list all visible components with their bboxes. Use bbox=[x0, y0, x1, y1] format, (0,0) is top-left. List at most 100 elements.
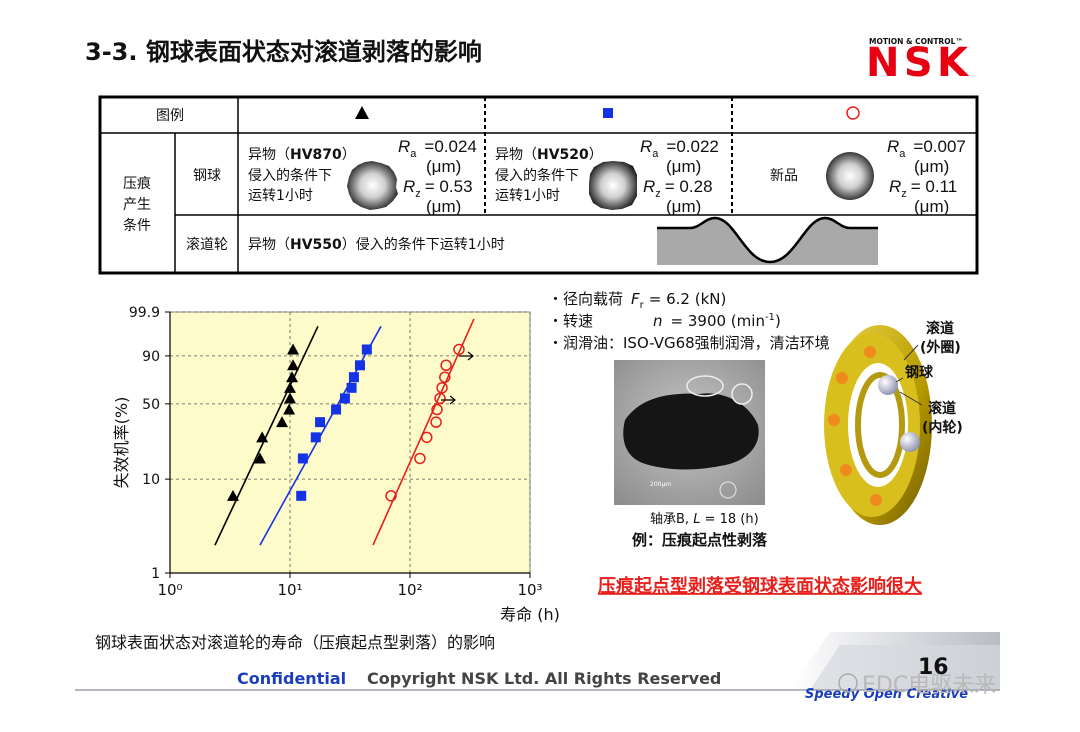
point bbox=[436, 382, 448, 394]
suspension-arrow bbox=[441, 395, 456, 405]
text: ） bbox=[589, 147, 603, 163]
bearing-label: 滚道 bbox=[928, 400, 956, 417]
ball-image bbox=[826, 152, 874, 200]
ra: Ra =0.022 bbox=[640, 137, 719, 160]
text: 异物（ bbox=[248, 147, 290, 163]
unit: (μm) bbox=[426, 197, 461, 216]
cell-text: 运转1小时 bbox=[248, 188, 313, 204]
point bbox=[276, 416, 289, 428]
raceway-profile bbox=[657, 218, 878, 265]
footer-decoration bbox=[810, 645, 1000, 690]
copyright: Copyright NSK Ltd. All Rights Reserved bbox=[367, 669, 721, 688]
text: =0.007 bbox=[913, 137, 965, 156]
text: = 0.28 bbox=[665, 177, 713, 196]
bearing-ball bbox=[878, 375, 898, 395]
photo-spall bbox=[623, 393, 759, 470]
point bbox=[361, 344, 372, 355]
ball-image bbox=[589, 161, 637, 210]
unit: (μm) bbox=[666, 197, 701, 216]
text: 异物（ bbox=[495, 147, 537, 163]
cell-text: 运转1小时 bbox=[495, 188, 560, 204]
text: ） bbox=[342, 147, 356, 163]
text: n bbox=[653, 312, 663, 330]
ball-image bbox=[347, 161, 398, 210]
row-label: 钢球 bbox=[193, 168, 221, 184]
group-label: 产生 bbox=[123, 197, 151, 213]
plot-area bbox=[169, 311, 531, 574]
cell-text: 侵入的条件下 bbox=[248, 167, 332, 184]
cage-pocket bbox=[840, 464, 852, 476]
bearing-label: (内轮) bbox=[922, 419, 963, 436]
text: 异物（ bbox=[248, 237, 290, 253]
text: R bbox=[403, 177, 415, 196]
text: = 18 (h) bbox=[700, 512, 758, 527]
photo-detail bbox=[731, 383, 753, 405]
text: R bbox=[887, 137, 899, 156]
row-label: 滚道轮 bbox=[186, 236, 228, 253]
point bbox=[287, 343, 300, 355]
legend-circle bbox=[846, 106, 860, 120]
text: =0.022 bbox=[666, 137, 718, 156]
cage-pocket bbox=[864, 346, 876, 358]
table-frame bbox=[98, 95, 979, 275]
x-axis-label: 寿命 (h) bbox=[500, 605, 560, 624]
raceway-outline bbox=[657, 216, 878, 264]
cell-text: 异物（HV870） bbox=[248, 147, 356, 163]
bearing-ball bbox=[900, 432, 920, 452]
unit: (μm) bbox=[666, 157, 701, 176]
point bbox=[453, 343, 465, 356]
photo-scale: 200μm bbox=[650, 481, 671, 488]
point bbox=[431, 403, 443, 416]
legend-label: 图例 bbox=[156, 108, 184, 124]
text: a bbox=[899, 148, 906, 160]
page-number: 16 bbox=[918, 655, 949, 680]
legend-square bbox=[603, 108, 613, 118]
cell-text: 异物（HV520） bbox=[495, 147, 603, 163]
ra: Ra =0.024 bbox=[398, 137, 477, 160]
cell-text: 异物（HV550）侵入的条件下运转1小时 bbox=[248, 236, 505, 253]
text: HV520 bbox=[537, 147, 589, 163]
text: z bbox=[655, 188, 661, 200]
point bbox=[385, 490, 397, 502]
suspension-arrow bbox=[459, 351, 474, 361]
y-tick-label: 90 bbox=[142, 349, 160, 365]
watermark-icon bbox=[838, 673, 858, 693]
condition: ・润滑油：ISO-VG68强制润滑，清洁环境 bbox=[548, 334, 830, 352]
watermark: EDC电驱未来 bbox=[862, 673, 996, 698]
point bbox=[284, 381, 296, 393]
point bbox=[284, 392, 296, 404]
point bbox=[430, 416, 442, 428]
text: -1 bbox=[765, 312, 775, 323]
point bbox=[339, 393, 350, 404]
text: HV870 bbox=[290, 147, 342, 163]
text: R bbox=[398, 137, 410, 156]
point bbox=[310, 432, 321, 443]
text: F bbox=[631, 290, 640, 308]
cell-text: 侵入的条件下 bbox=[495, 167, 579, 184]
point bbox=[331, 404, 342, 415]
logo-tagline: MOTION & CONTROL™ bbox=[869, 37, 963, 46]
text: ・径向载荷 bbox=[548, 290, 623, 308]
point bbox=[440, 359, 452, 372]
unit: (μm) bbox=[426, 157, 461, 176]
confidential: Confidential bbox=[237, 669, 346, 688]
text: ）侵入的条件下运转1小时 bbox=[342, 236, 505, 253]
x-tick-label: 10³ bbox=[517, 581, 542, 599]
y-tick-label: 1 bbox=[151, 566, 160, 582]
unit: (μm) bbox=[914, 157, 949, 176]
chart-caption: 钢球表面状态对滚道轮的寿命（压痕起点型剥落）的影响 bbox=[95, 633, 495, 652]
rz: Rz = 0.53 bbox=[403, 177, 473, 200]
rz: Rz = 0.28 bbox=[643, 177, 713, 200]
point bbox=[296, 490, 307, 501]
text: a bbox=[410, 148, 417, 160]
point bbox=[297, 453, 308, 464]
point bbox=[315, 417, 326, 428]
rz: Rz = 0.11 bbox=[889, 177, 957, 200]
condition: ・径向载荷 Fr = 6.2 (kN) bbox=[548, 290, 726, 311]
point bbox=[434, 392, 446, 405]
y-tick-label: 10 bbox=[142, 472, 160, 488]
text: = 0.11 bbox=[911, 177, 957, 196]
text: HV550 bbox=[290, 237, 342, 253]
